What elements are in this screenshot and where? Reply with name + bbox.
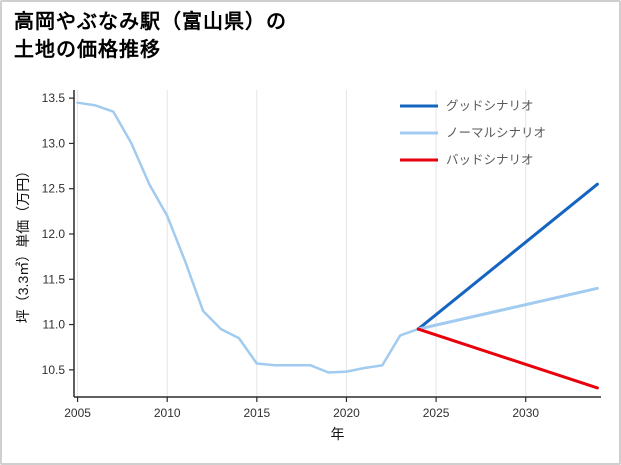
chart-title: 高岡やぶなみ駅（富山県）の 土地の価格推移 bbox=[14, 8, 287, 64]
y-tick-label: 11.0 bbox=[43, 318, 66, 332]
chart-title-line1: 高岡やぶなみ駅（富山県）の bbox=[14, 11, 287, 33]
x-tick-label: 2025 bbox=[423, 406, 450, 420]
x-tick-label: 2020 bbox=[333, 406, 360, 420]
y-tick-label: 12.0 bbox=[42, 227, 66, 241]
legend-label-bad: バッドシナリオ bbox=[446, 153, 534, 167]
x-axis-label: 年 bbox=[331, 426, 345, 442]
legend-label-normal: ノーマルシナリオ bbox=[446, 126, 546, 140]
series-line-bad bbox=[416, 327, 599, 390]
y-tick-label: 13.0 bbox=[42, 136, 66, 150]
series-line-history bbox=[76, 101, 420, 374]
series-line-good bbox=[416, 182, 599, 331]
chart-title-line2: 土地の価格推移 bbox=[14, 39, 161, 61]
y-axis-label: 坪（3.3㎡）単価（万円） bbox=[15, 164, 31, 323]
series-line-normal bbox=[416, 286, 599, 331]
x-tick-label: 2030 bbox=[512, 406, 539, 420]
legend-label-good: グッドシナリオ bbox=[446, 99, 534, 113]
x-tick-label: 2010 bbox=[154, 406, 181, 420]
x-tick-label: 2005 bbox=[64, 406, 91, 420]
y-tick-label: 12.5 bbox=[42, 182, 66, 196]
x-tick-label: 2015 bbox=[243, 406, 270, 420]
y-tick-label: 13.5 bbox=[42, 91, 66, 105]
y-tick-label: 10.5 bbox=[42, 363, 66, 377]
y-tick-label: 11.5 bbox=[43, 272, 66, 286]
